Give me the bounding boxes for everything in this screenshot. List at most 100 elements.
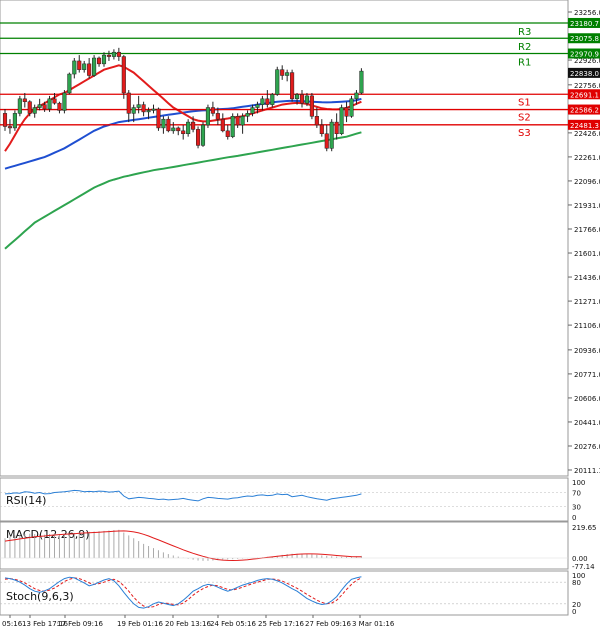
- candle-up: [37, 104, 42, 108]
- candle-down: [42, 104, 47, 110]
- candle-up: [67, 73, 72, 94]
- stoch-tick-label: 100: [572, 572, 585, 580]
- candle-up: [136, 104, 141, 108]
- y-tick-label: 21931.0: [574, 202, 600, 210]
- level-label-s3: S3: [518, 128, 531, 139]
- candle-down: [176, 127, 181, 132]
- candle-down: [299, 94, 305, 104]
- candle-down: [156, 108, 161, 129]
- stoch-tick-label: 80: [572, 579, 581, 587]
- candle-down: [220, 118, 225, 132]
- level-label-r2: R2: [518, 42, 531, 53]
- y-tick-label: 20606.0: [574, 395, 600, 403]
- candle-down: [126, 92, 131, 114]
- level-label-r1: R1: [518, 58, 531, 69]
- y-tick-label: 20276.0: [574, 443, 600, 451]
- level-tag-value: 22586.2: [570, 107, 599, 115]
- y-tick-label: 22261.0: [574, 154, 600, 162]
- candle-up: [349, 98, 354, 117]
- level-tag-value: 23075.8: [570, 35, 599, 43]
- x-tick-label: 25 Feb 17:16: [258, 620, 304, 628]
- candle-up: [161, 118, 166, 129]
- level-label-s2: S2: [518, 113, 531, 124]
- rsi-label: RSI(14): [6, 494, 46, 507]
- candle-up: [171, 127, 176, 132]
- candle-down: [22, 98, 27, 102]
- y-tick-label: 20111.1: [574, 467, 600, 475]
- candle-up: [359, 70, 364, 94]
- candle-up: [47, 98, 52, 110]
- candle-up: [32, 107, 37, 114]
- candle-down: [225, 130, 230, 137]
- candle-up: [82, 63, 87, 70]
- candle-up: [354, 92, 359, 100]
- y-tick-label: 22926.0: [574, 57, 600, 65]
- candle-up: [255, 104, 260, 108]
- level-tag-value: 22481.3: [570, 122, 599, 130]
- level-tag-value: 22691.1: [570, 91, 599, 99]
- y-tick-label: 20936.0: [574, 347, 600, 355]
- x-tick-label: 27 Feb 09:16: [305, 620, 351, 628]
- candle-down: [314, 116, 319, 126]
- rsi-line: [4, 489, 362, 502]
- candle-down: [57, 102, 62, 111]
- candle-down: [87, 63, 92, 76]
- ma-green-line: [4, 131, 362, 250]
- candle-up: [304, 95, 309, 104]
- macd-tick-label: 219.65: [572, 524, 597, 532]
- candle-down: [7, 126, 12, 129]
- candle-down: [235, 116, 240, 126]
- candle-down: [210, 107, 215, 114]
- macd-tick-label: -77.14: [572, 563, 595, 571]
- stoch-tick-label: 20: [572, 601, 581, 609]
- stoch-label: Stoch(9,6,3): [6, 590, 74, 603]
- candle-up: [151, 108, 156, 111]
- level-tag-r1: [568, 48, 600, 59]
- level-tag-value: 23180.7: [570, 20, 599, 28]
- candle-down: [191, 121, 196, 130]
- level-tag-r2: [568, 33, 600, 44]
- candle-down: [116, 51, 121, 57]
- y-tick-label: 21106.0: [574, 322, 600, 330]
- level-tag-s2: [568, 104, 600, 115]
- level-label-r3: R3: [518, 27, 531, 38]
- rsi-tick-label: 30: [572, 504, 581, 512]
- candle-up: [12, 113, 17, 129]
- candle-up: [111, 51, 116, 57]
- y-tick-label: 22426.0: [574, 130, 600, 138]
- candle-up: [62, 92, 67, 111]
- current-price-value: 22838.0: [570, 70, 599, 78]
- candle-down: [166, 118, 171, 132]
- candle-down: [334, 121, 339, 134]
- x-tick-label: 24 Feb 05:16: [210, 620, 256, 628]
- y-tick-label: 20771.0: [574, 371, 600, 379]
- candle-up: [260, 98, 265, 105]
- rsi-tick-label: 100: [572, 479, 585, 487]
- candle-down: [319, 124, 324, 134]
- candle-up: [240, 116, 245, 126]
- x-tick-label: 05:16: [2, 620, 23, 628]
- x-tick-label: 3 Mar 01:16: [352, 620, 395, 628]
- candle-down: [2, 113, 8, 127]
- candle-up: [200, 124, 206, 146]
- rsi-tick-label: 0: [572, 514, 576, 522]
- stoch-tick-label: 0: [572, 608, 576, 616]
- y-tick-label: 21271.0: [574, 298, 600, 306]
- candle-up: [205, 107, 210, 126]
- y-tick-label: 22756.0: [574, 82, 600, 90]
- candle-down: [52, 98, 57, 104]
- candle-up: [329, 121, 334, 149]
- candle-down: [344, 107, 349, 117]
- candle-up: [186, 121, 191, 134]
- y-tick-label: 22096.0: [574, 178, 600, 186]
- level-label-s1: S1: [518, 97, 531, 108]
- candle-down: [77, 60, 82, 70]
- candle-down: [309, 95, 314, 117]
- candle-up: [72, 60, 77, 75]
- candle-up: [339, 107, 344, 134]
- candle-down: [215, 113, 220, 120]
- candle-up: [275, 69, 280, 95]
- stoch-d-line: [4, 577, 362, 608]
- candle-down: [27, 101, 32, 114]
- main-plot-frame: [0, 0, 569, 477]
